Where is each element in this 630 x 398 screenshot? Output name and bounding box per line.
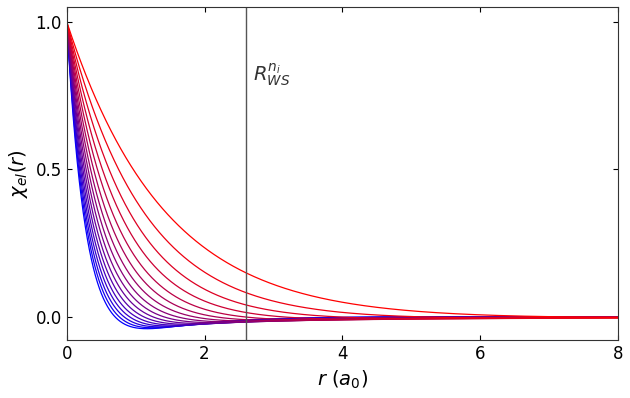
Y-axis label: $\chi_{el}(r)$: $\chi_{el}(r)$	[7, 149, 30, 198]
X-axis label: $r\ (a_0)$: $r\ (a_0)$	[317, 369, 368, 391]
Text: $R_{WS}^{n_i}$: $R_{WS}^{n_i}$	[253, 61, 290, 88]
